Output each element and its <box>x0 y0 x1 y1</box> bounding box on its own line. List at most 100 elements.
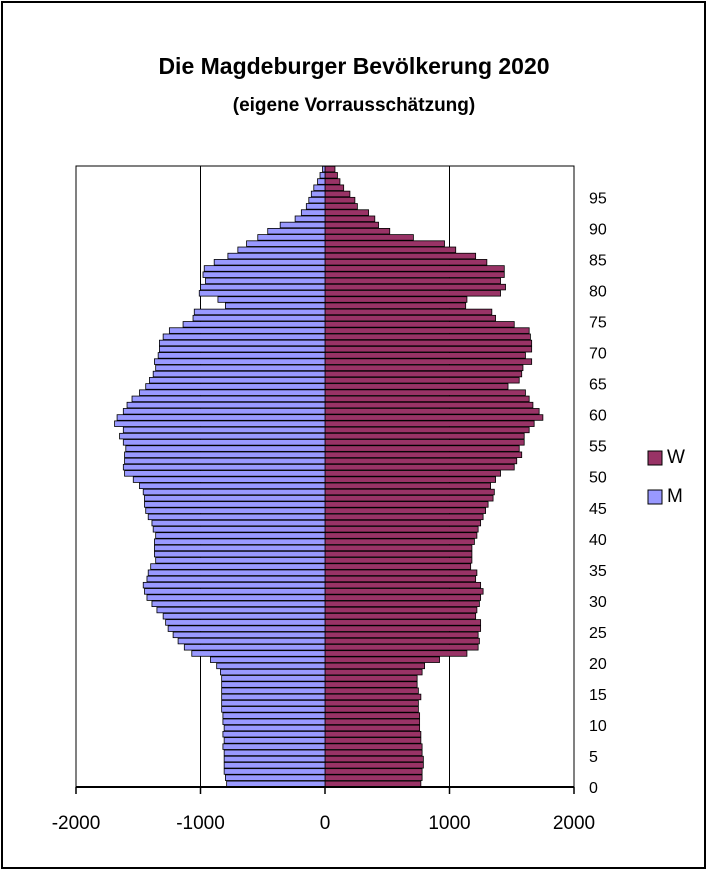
bar <box>221 699 326 707</box>
bar <box>324 631 479 639</box>
bar <box>324 184 345 191</box>
bar <box>227 252 326 260</box>
bar <box>221 687 326 694</box>
bar <box>322 165 326 173</box>
bar <box>132 476 326 483</box>
bar <box>168 327 326 334</box>
bar <box>324 314 496 322</box>
bar <box>122 463 326 471</box>
y-tick-label: 55 <box>589 439 607 456</box>
bar <box>324 488 495 496</box>
bar <box>324 687 419 694</box>
bar <box>324 470 501 477</box>
bar <box>324 482 491 490</box>
bar <box>142 488 326 496</box>
bar <box>152 526 326 533</box>
y-tick-label: 30 <box>589 594 607 611</box>
bar <box>144 588 326 595</box>
bar <box>324 476 496 483</box>
bar <box>324 302 467 309</box>
bar <box>139 482 326 490</box>
y-tick-label: 10 <box>589 718 607 735</box>
bar <box>145 383 326 390</box>
legend-label: M <box>667 486 683 507</box>
y-tick-label: 35 <box>589 563 607 580</box>
bar <box>324 196 356 204</box>
bar <box>324 507 487 514</box>
bar <box>324 581 482 589</box>
y-tick-label: 15 <box>589 687 607 704</box>
bar <box>324 675 418 682</box>
y-tick-label: 50 <box>589 470 607 487</box>
bar <box>257 234 326 241</box>
bar <box>222 731 326 738</box>
bar <box>324 172 338 179</box>
bar <box>159 339 326 347</box>
bar <box>213 259 326 266</box>
bar <box>324 395 530 403</box>
bar <box>313 184 326 191</box>
bar <box>122 439 326 446</box>
bar <box>324 364 524 372</box>
bar <box>319 172 326 179</box>
bar <box>124 451 326 458</box>
bar <box>324 699 419 707</box>
bar <box>324 227 391 235</box>
bar <box>165 619 326 626</box>
bar <box>152 370 326 378</box>
bar <box>324 575 477 583</box>
bar <box>324 762 424 769</box>
bar <box>324 625 482 632</box>
bar <box>156 606 326 614</box>
bar <box>125 445 326 452</box>
bar <box>154 544 326 552</box>
bar <box>324 774 423 781</box>
y-tick-label: 0 <box>589 780 598 797</box>
legend-swatch <box>647 489 663 505</box>
y-tick-label: 40 <box>589 532 607 549</box>
bar <box>131 395 326 403</box>
bar <box>203 265 326 272</box>
bar <box>324 501 489 508</box>
bar <box>217 296 326 303</box>
bar <box>324 383 509 390</box>
bar <box>324 768 423 775</box>
bar <box>146 594 326 601</box>
bar <box>324 495 494 502</box>
bar <box>144 495 326 502</box>
bar <box>155 532 326 539</box>
bar <box>324 731 422 738</box>
bar <box>177 637 326 645</box>
bar <box>167 625 326 632</box>
bar <box>317 178 326 185</box>
bar <box>324 296 468 303</box>
bar <box>222 712 326 719</box>
bar <box>221 706 326 713</box>
bar <box>324 557 473 564</box>
bar <box>324 252 477 260</box>
bar <box>220 668 326 676</box>
bar <box>324 165 336 173</box>
bar <box>324 308 493 316</box>
y-tick-label: 90 <box>589 221 607 238</box>
bar <box>324 240 445 247</box>
bar <box>324 221 379 229</box>
bar <box>150 563 326 570</box>
bar <box>221 693 326 701</box>
bar <box>324 321 515 328</box>
bar <box>122 426 326 434</box>
y-tick-label: 75 <box>589 314 607 331</box>
bar <box>154 538 326 545</box>
bar <box>324 401 534 409</box>
bar <box>223 724 326 732</box>
bar <box>324 550 473 558</box>
bar <box>324 644 479 651</box>
bar <box>324 513 484 521</box>
bar <box>210 656 326 663</box>
bar <box>122 408 326 415</box>
bar <box>154 550 326 558</box>
bar <box>324 662 425 670</box>
bar <box>216 662 326 670</box>
bar <box>324 451 523 458</box>
bar <box>147 569 326 576</box>
